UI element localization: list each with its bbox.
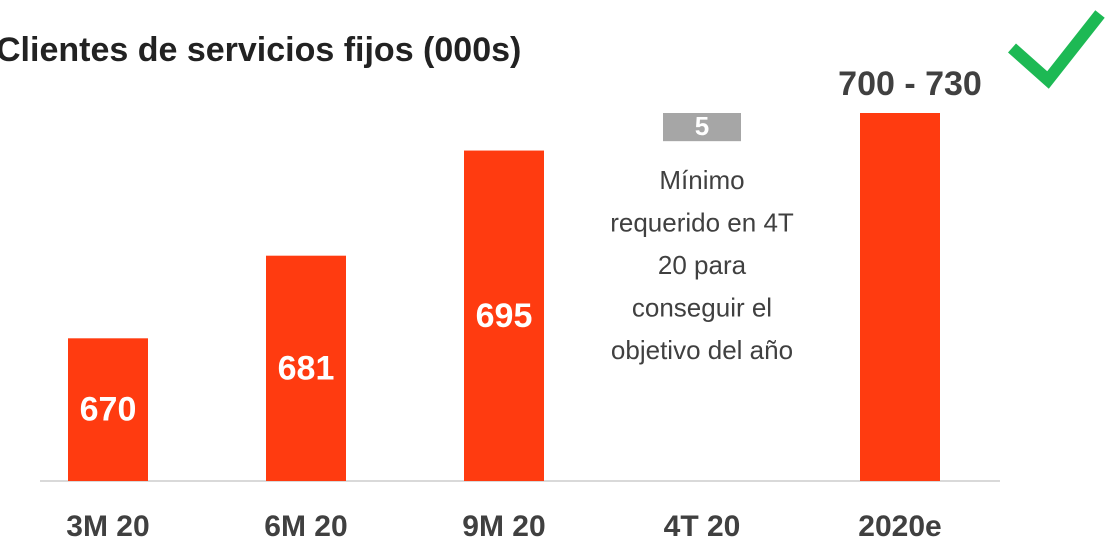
x-tick-label: 4T 20 (664, 510, 741, 543)
annotation: requerido en 4T (610, 207, 794, 237)
checkmark (1008, 10, 1105, 89)
bar (464, 150, 544, 481)
annotation: conseguir el (632, 292, 772, 322)
chart-title: Clientes de servicios fijos (000s) (0, 31, 521, 69)
value-label: 700 - 730 (838, 65, 982, 103)
bar (663, 113, 741, 142)
x-tick-label: 2020e (858, 510, 941, 543)
value-label: 670 (80, 391, 137, 429)
value-label: 5 (695, 111, 709, 141)
annotation: 20 para (658, 250, 747, 280)
annotation: Mínimo (659, 165, 744, 195)
x-tick-label: 3M 20 (66, 510, 149, 543)
value-label: 681 (278, 349, 335, 387)
bar (860, 113, 940, 481)
annotation: objetivo del año (611, 335, 793, 365)
x-tick-label: 9M 20 (462, 510, 545, 543)
x-tick-label: 6M 20 (264, 510, 347, 543)
value-label: 695 (476, 297, 533, 335)
bar (68, 338, 148, 481)
bar (266, 255, 346, 481)
